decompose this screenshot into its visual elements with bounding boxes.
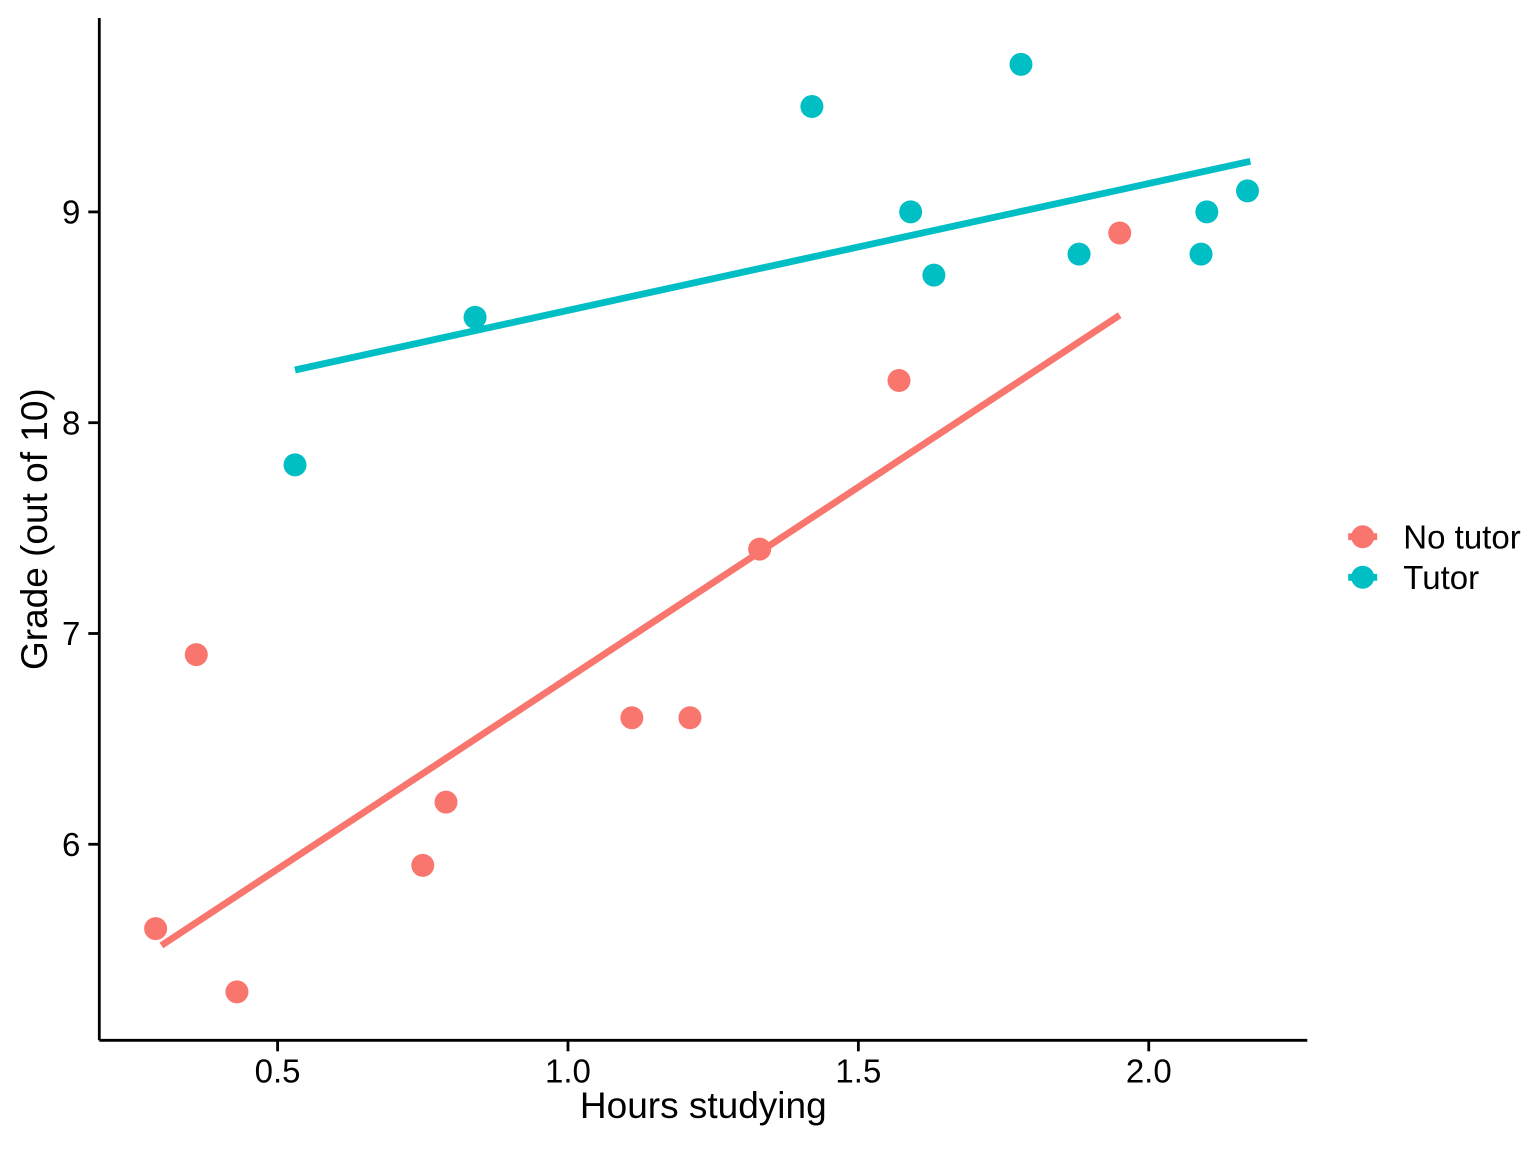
data-point-no-tutor [225, 980, 249, 1004]
data-point-tutor [800, 95, 824, 119]
x-tick-label: 0.5 [255, 1052, 301, 1089]
data-point-tutor [1195, 200, 1219, 224]
data-point-tutor [899, 200, 923, 224]
data-point-no-tutor [620, 706, 644, 730]
y-tick-label: 8 [62, 404, 80, 441]
data-point-no-tutor [1108, 221, 1132, 245]
data-point-tutor [1009, 52, 1033, 76]
data-point-no-tutor [434, 790, 458, 814]
y-axis-title: Grade (out of 10) [14, 388, 55, 670]
legend-label-no-tutor: No tutor [1403, 518, 1520, 555]
data-point-tutor [1189, 242, 1213, 266]
trend-line-tutor [294, 158, 1252, 374]
x-tick-label: 1.0 [545, 1052, 591, 1089]
legend-key-point-tutor [1351, 565, 1375, 589]
data-point-tutor [283, 453, 307, 477]
data-point-no-tutor [678, 706, 702, 730]
legend-key-point-no-tutor [1351, 525, 1375, 549]
y-tick-label: 6 [62, 826, 80, 863]
x-axis-title: Hours studying [580, 1085, 827, 1126]
data-point-tutor [1067, 242, 1091, 266]
trend-line-no-tutor [159, 312, 1122, 949]
x-tick-label: 2.0 [1126, 1052, 1172, 1089]
y-tick-label: 7 [62, 615, 80, 652]
legend-label-tutor: Tutor [1403, 559, 1479, 596]
data-point-no-tutor [144, 917, 168, 941]
data-point-tutor [1235, 179, 1259, 203]
x-tick-label: 1.5 [835, 1052, 881, 1089]
data-point-no-tutor [184, 643, 208, 667]
data-point-no-tutor [411, 853, 435, 877]
data-point-no-tutor [887, 369, 911, 393]
data-point-tutor [463, 305, 487, 329]
data-point-tutor [922, 263, 946, 287]
y-tick-label: 9 [62, 193, 80, 230]
